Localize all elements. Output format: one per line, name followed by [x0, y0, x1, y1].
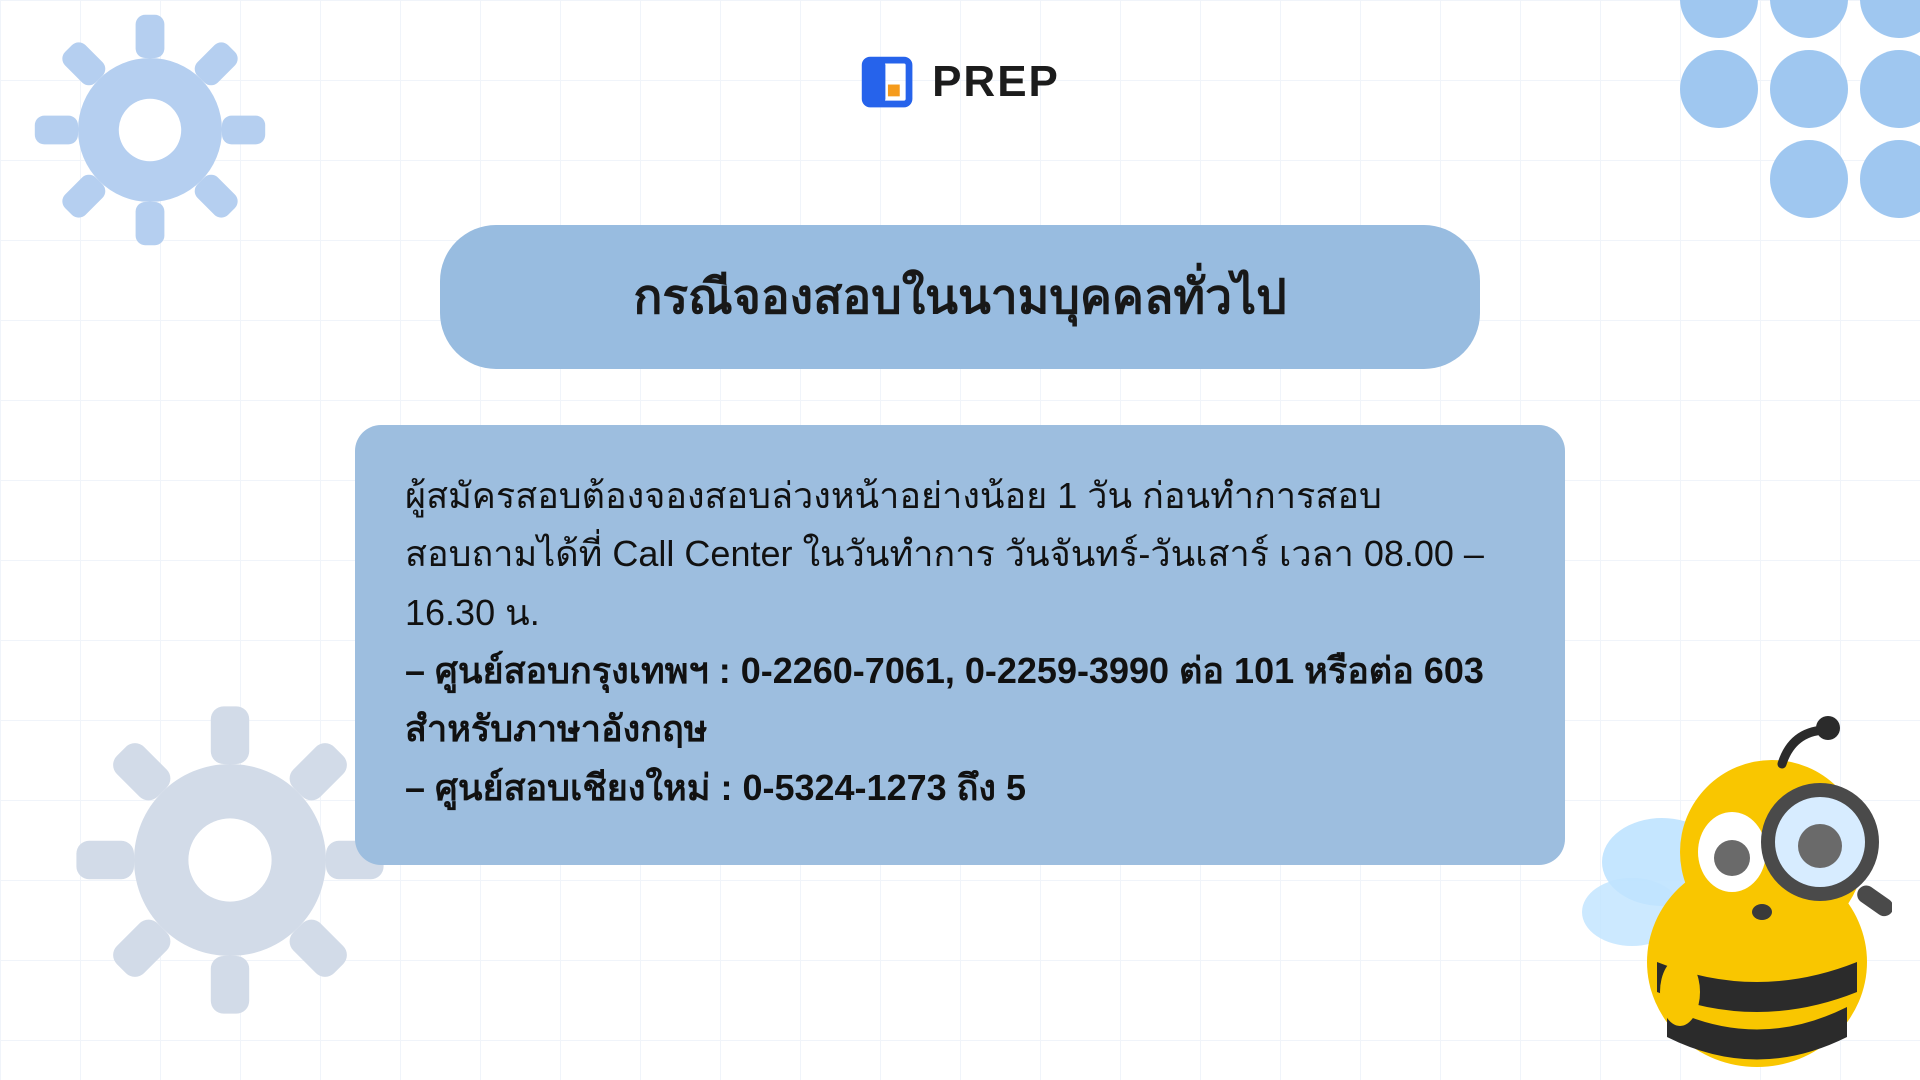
content-line-intro: ผู้สมัครสอบต้องจองสอบล่วงหน้าอย่างน้อย 1… — [405, 467, 1515, 642]
gear-icon — [70, 700, 390, 1020]
prep-logo-icon — [860, 55, 914, 109]
content-line-bangkok: – ศูนย์สอบกรุงเทพฯ : 0-2260-7061, 0-2259… — [405, 642, 1515, 759]
decor-dot — [1680, 0, 1758, 38]
decor-dot — [1860, 140, 1920, 218]
decor-dot — [1860, 0, 1920, 38]
gear-decor-bottom — [70, 700, 390, 1020]
logo-text: PREP — [932, 57, 1060, 107]
content-box: ผู้สมัครสอบต้องจองสอบล่วงหน้าอย่างน้อย 1… — [355, 425, 1565, 865]
logo: PREP — [860, 55, 1060, 109]
page-title: กรณีจองสอบในนามบุคคลทั่วไป — [530, 259, 1390, 335]
bee-mascot — [1572, 712, 1892, 1072]
decor-dot — [1770, 0, 1848, 38]
gear-icon — [30, 10, 270, 250]
decor-dot — [1860, 50, 1920, 128]
gear-decor-top — [30, 10, 270, 250]
bee-icon — [1572, 712, 1892, 1072]
dot-grid-decor — [1640, 0, 1920, 220]
decor-dot — [1770, 140, 1848, 218]
decor-dot — [1680, 50, 1758, 128]
content-line-chiangmai: – ศูนย์สอบเชียงใหม่ : 0-5324-1273 ถึง 5 — [405, 759, 1515, 817]
title-pill: กรณีจองสอบในนามบุคคลทั่วไป — [440, 225, 1480, 369]
decor-dot — [1770, 50, 1848, 128]
